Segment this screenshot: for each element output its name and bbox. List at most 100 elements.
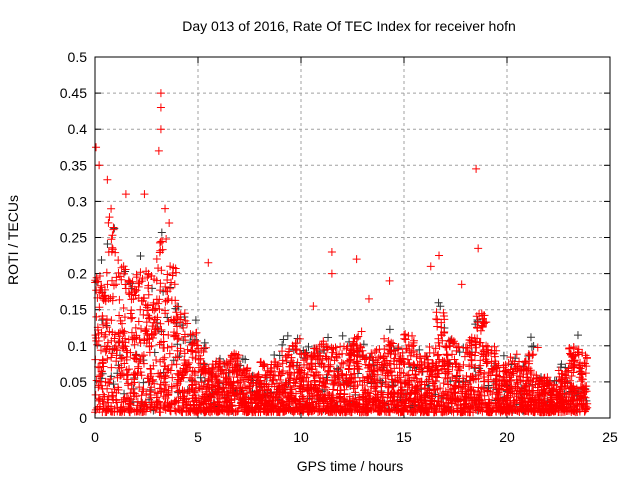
data-point [342, 381, 351, 390]
data-point [361, 395, 370, 404]
data-point [455, 376, 464, 385]
data-point [370, 384, 379, 393]
data-point [139, 351, 148, 360]
data-point [161, 204, 170, 213]
data-point [119, 262, 128, 271]
data-point [132, 355, 141, 364]
data-point [474, 244, 483, 253]
data-point [421, 393, 430, 402]
data-point [173, 404, 182, 413]
data-point [395, 373, 404, 382]
data-point [206, 369, 215, 378]
data-point [246, 398, 255, 407]
data-point [349, 341, 358, 350]
y-tick-label: 0.1 [68, 338, 88, 354]
data-point [127, 328, 136, 337]
data-point [555, 387, 564, 396]
data-point [157, 325, 166, 334]
data-point [283, 331, 292, 340]
data-point [497, 381, 506, 390]
data-point [440, 328, 449, 337]
data-point [484, 395, 493, 404]
data-point [117, 363, 126, 372]
data-point [140, 190, 149, 199]
data-point [380, 398, 389, 407]
data-point [173, 387, 182, 396]
data-point [162, 234, 171, 243]
data-point [151, 327, 160, 336]
data-point [476, 361, 485, 370]
data-point [103, 338, 112, 347]
data-point [425, 389, 434, 398]
data-point [97, 367, 106, 376]
data-point [577, 370, 586, 379]
data-point [139, 385, 148, 394]
data-point [309, 403, 318, 412]
data-point [110, 224, 119, 233]
data-point [199, 347, 208, 356]
x-tick-label: 5 [194, 429, 202, 445]
data-point [108, 243, 117, 252]
data-point [267, 380, 276, 389]
data-point [122, 375, 131, 384]
data-point [540, 388, 549, 397]
data-point [434, 369, 443, 378]
data-point [311, 402, 320, 411]
data-point [98, 312, 107, 321]
data-point [319, 362, 328, 371]
data-point [525, 351, 534, 360]
data-point [307, 385, 316, 394]
data-point [117, 408, 126, 417]
data-point [91, 331, 100, 340]
data-point [443, 374, 452, 383]
data-point [120, 313, 129, 322]
data-point [293, 358, 302, 367]
data-point [168, 373, 177, 382]
data-point [145, 387, 154, 396]
data-point [184, 397, 193, 406]
data-point [436, 384, 445, 393]
data-point [526, 333, 535, 342]
data-point [204, 364, 213, 373]
data-point [101, 330, 110, 339]
data-point [575, 367, 584, 376]
data-point [471, 363, 480, 372]
data-point [384, 390, 393, 399]
data-point [526, 376, 535, 385]
data-point [154, 299, 163, 308]
data-point [269, 375, 278, 384]
data-point [401, 390, 410, 399]
data-point [533, 343, 542, 352]
data-point [477, 384, 486, 393]
data-point [111, 248, 120, 257]
data-point [292, 346, 301, 355]
data-point [512, 350, 521, 359]
data-point [435, 355, 444, 364]
data-point [420, 352, 429, 361]
data-point [92, 143, 101, 152]
data-point [400, 334, 409, 343]
data-point [246, 388, 255, 397]
data-point [411, 388, 420, 397]
data-point [139, 294, 148, 303]
data-point [112, 388, 121, 397]
data-point [259, 404, 268, 413]
data-point [139, 359, 148, 368]
data-point [363, 372, 372, 381]
data-point [385, 345, 394, 354]
data-point [329, 371, 338, 380]
data-point [391, 350, 400, 359]
data-point [122, 394, 131, 403]
data-point [327, 269, 336, 278]
data-point [285, 374, 294, 383]
data-point [413, 377, 422, 386]
data-point [432, 407, 441, 416]
data-point [225, 366, 234, 375]
data-point [520, 384, 529, 393]
data-point [160, 385, 169, 394]
data-point [178, 371, 187, 380]
data-point [454, 362, 463, 371]
data-point [579, 384, 588, 393]
data-point [421, 403, 430, 412]
data-point [300, 402, 309, 411]
